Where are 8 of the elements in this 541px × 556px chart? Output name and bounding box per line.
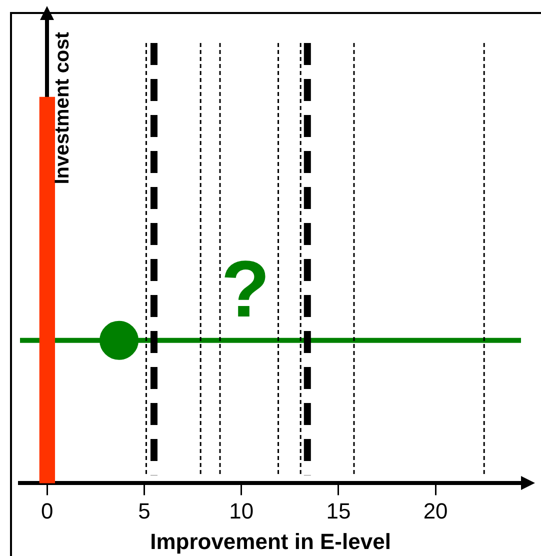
x-tick-label: 10 [229, 498, 254, 524]
x-axis-title: Improvement in E-level [150, 528, 391, 554]
x-tick-label: 0 [41, 498, 54, 524]
y-axis-title: Investment cost [52, 32, 74, 184]
annotation: ? [221, 244, 270, 334]
x-tick-label: 20 [423, 498, 448, 524]
x-tick-label: 5 [138, 498, 150, 524]
x-tick-label: 15 [326, 498, 351, 524]
